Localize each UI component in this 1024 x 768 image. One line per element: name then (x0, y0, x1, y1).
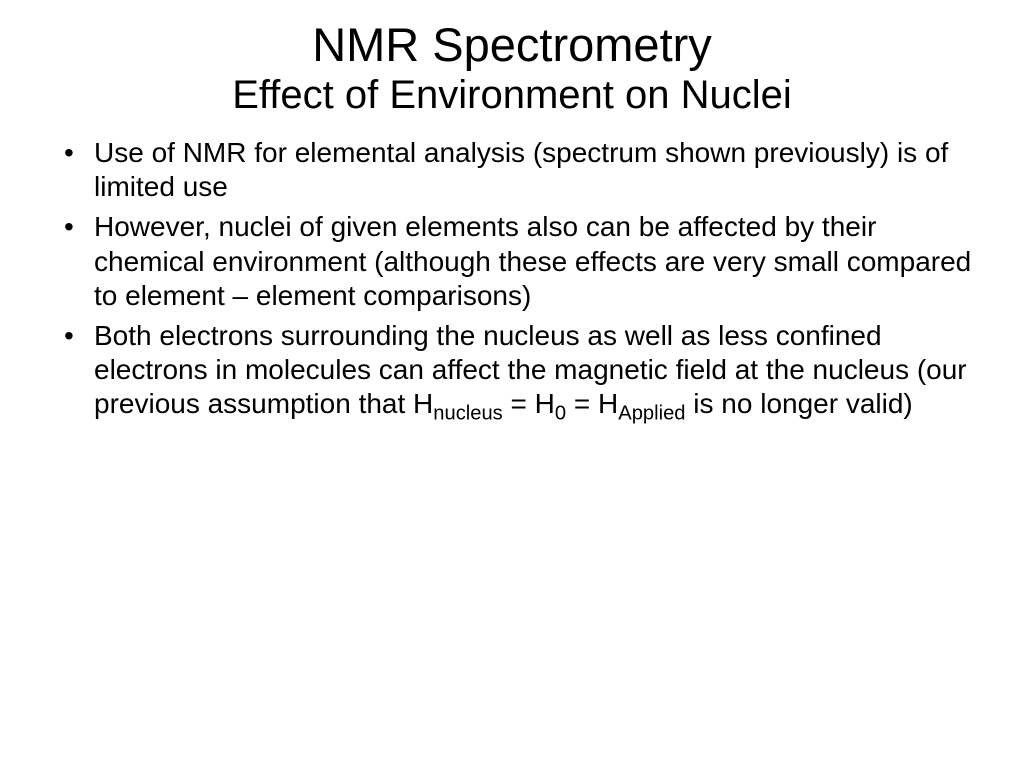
bullet-item: Use of NMR for elemental analysis (spect… (94, 136, 974, 204)
bullet-item: Both electrons surrounding the nucleus a… (94, 319, 974, 421)
title-block: NMR Spectrometry Effect of Environment o… (50, 18, 974, 118)
slide-title-sub: Effect of Environment on Nuclei (50, 72, 974, 118)
bullet-text: Use of NMR for elemental analysis (spect… (94, 137, 948, 202)
bullet-text-post: is no longer valid) (686, 388, 913, 419)
bullet-item: However, nuclei of given elements also c… (94, 210, 974, 312)
subscript-nucleus: nucleus (433, 403, 502, 425)
bullet-text: However, nuclei of given elements also c… (94, 211, 971, 310)
bullet-text-mid2: = H (566, 388, 618, 419)
subscript-applied: Applied (618, 403, 685, 425)
slide-container: NMR Spectrometry Effect of Environment o… (0, 0, 1024, 768)
slide-title-main: NMR Spectrometry (50, 18, 974, 72)
subscript-zero: 0 (555, 403, 566, 425)
bullet-list: Use of NMR for elemental analysis (spect… (50, 136, 974, 421)
bullet-text-mid1: = H (503, 388, 555, 419)
